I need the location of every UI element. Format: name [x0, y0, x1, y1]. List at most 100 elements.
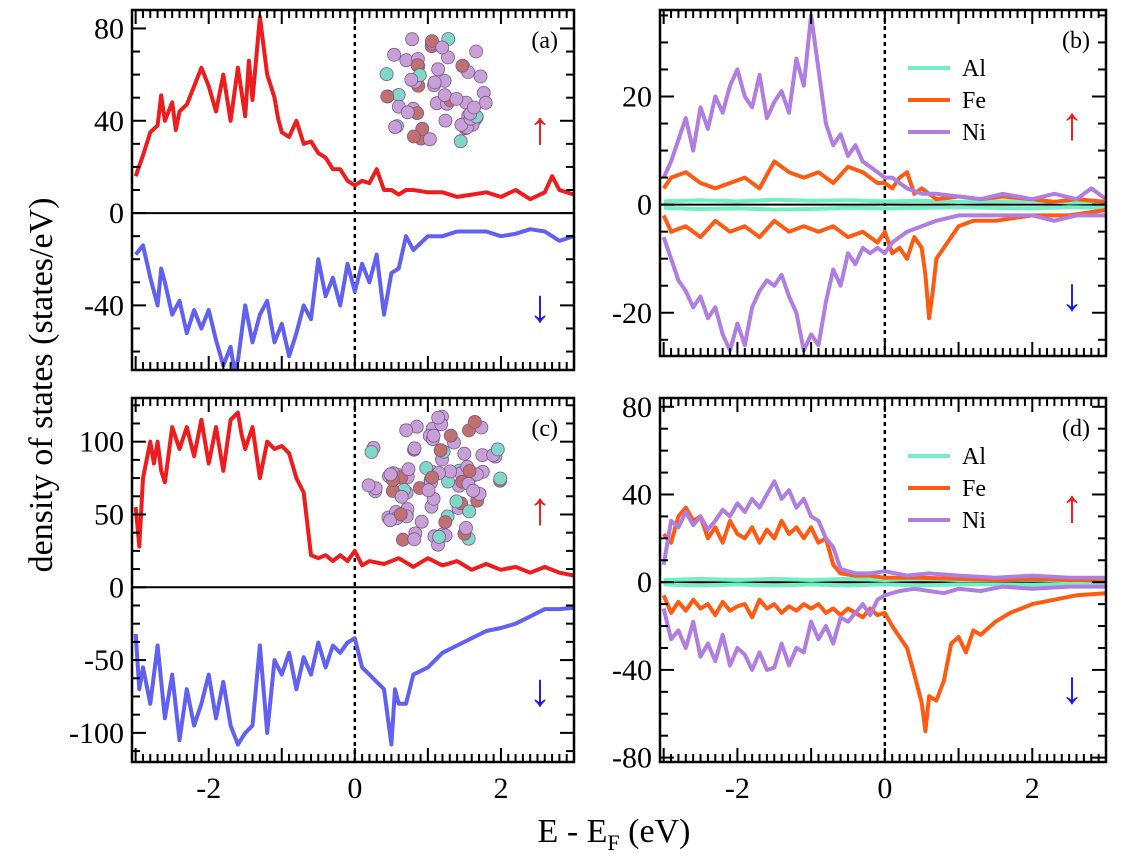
series-al-down: [663, 205, 1106, 212]
atom: [394, 489, 409, 504]
spin-down-arrow: ↓: [529, 664, 552, 715]
atom: [361, 478, 376, 493]
atom: [388, 120, 403, 134]
y-tick-label: 80: [94, 12, 124, 45]
atom: [383, 513, 398, 528]
atom: [400, 105, 415, 120]
atom: [438, 515, 453, 529]
y-ticks: [660, 405, 1106, 759]
panel-label: (c): [531, 416, 558, 442]
y-tick-label: 100: [79, 426, 124, 459]
atom: [457, 446, 472, 461]
panel-label: (b): [1062, 28, 1090, 54]
x-ticks: [134, 398, 575, 762]
atom: [493, 471, 508, 486]
atom: [433, 443, 448, 458]
y-tick-label: -50: [84, 644, 124, 677]
panel-c: -2 0 2 -100 -50 0 50 100 (c) ↑ ↓: [69, 396, 576, 805]
series-spin-up: [133, 14, 574, 202]
y-tick-label: -100: [69, 717, 124, 750]
atom: [393, 507, 408, 522]
y-tick-label: 50: [94, 498, 124, 531]
legend: Al Fe Ni: [908, 56, 986, 146]
panel-label: (d): [1062, 416, 1090, 442]
atom: [380, 89, 395, 104]
atom: [414, 514, 429, 529]
y-tick-label: 0: [109, 571, 124, 604]
atom: [406, 129, 421, 144]
atom: [391, 88, 406, 102]
legend-label-al: Al: [962, 56, 986, 82]
panel-d: -2 0 2 -80 -40 0 40 80 (d) ↑ ↓ Al Fe Ni: [612, 391, 1108, 805]
atom-cluster-inset: [379, 32, 493, 149]
y-ticks: [132, 404, 574, 753]
series-spin-up: [133, 410, 574, 578]
x-ticks: [662, 398, 1107, 762]
series-fe-down: [661, 208, 1106, 321]
y-tick-label: 80: [622, 391, 652, 424]
atom: [431, 410, 446, 425]
atom: [437, 88, 452, 102]
atom: [455, 58, 470, 73]
atom: [453, 134, 468, 149]
atom: [421, 483, 436, 498]
spin-up-arrow: ↑: [529, 103, 552, 154]
atom: [462, 464, 477, 478]
plot-area: [660, 10, 1106, 356]
atom: [425, 34, 439, 48]
atom: [399, 423, 414, 438]
series-ni-up: [661, 13, 1106, 202]
legend-label-al: Al: [962, 444, 986, 470]
atom: [449, 92, 464, 106]
x-ticks: [134, 10, 575, 370]
atom-cluster-inset: [361, 409, 508, 552]
series-al-down: [663, 581, 1106, 588]
panel-label: (a): [531, 28, 558, 54]
atom: [469, 44, 484, 59]
x-tick-label: 0: [347, 772, 362, 805]
x-tick-label: 0: [877, 772, 892, 805]
plot-area: [132, 398, 574, 762]
y-tick-label: 40: [94, 105, 124, 138]
atom: [467, 100, 481, 115]
atom: [427, 75, 442, 90]
x-tick-label: 2: [493, 772, 508, 805]
atom: [405, 32, 420, 47]
y-tick-label: -80: [612, 742, 652, 775]
atom: [443, 464, 458, 479]
series-fe-down: [661, 591, 1106, 734]
atom: [462, 504, 477, 519]
series-spin-down: [134, 227, 574, 370]
panel-a: -40 0 40 80 (a) ↑ ↓: [84, 8, 576, 372]
atom: [490, 442, 505, 457]
atom: [443, 428, 458, 443]
series-ni-down: [661, 213, 1106, 353]
series-fe-up: [662, 505, 1106, 582]
atom: [473, 69, 488, 84]
x-axis-label: E - EF (eV): [538, 813, 691, 855]
spin-down-arrow: ↓: [529, 280, 552, 331]
series-spin-down: [133, 605, 574, 747]
atom: [383, 467, 398, 482]
panel-b: -20 0 20 (b) ↑ ↓ Al Fe Ni: [612, 8, 1108, 358]
legend: Al Fe Ni: [908, 444, 986, 534]
y-tick-label: 0: [637, 189, 652, 222]
axes-frame: [658, 396, 1108, 764]
atom: [364, 445, 379, 459]
x-ticks: [662, 10, 1107, 356]
x-tick-label: -2: [725, 772, 750, 805]
atom: [426, 428, 441, 443]
atom: [401, 462, 416, 477]
y-axis-label: density of states (states/eV): [23, 198, 60, 573]
spin-up-arrow: ↑: [1061, 480, 1084, 531]
legend-label-fe: Fe: [962, 476, 986, 502]
legend-label-ni: Ni: [962, 120, 986, 146]
atom: [466, 483, 481, 498]
legend-label-ni: Ni: [962, 508, 986, 534]
y-ticks: [132, 27, 574, 353]
atom: [407, 532, 422, 547]
atom: [404, 72, 419, 87]
series-ni-down: [661, 584, 1106, 672]
y-tick-label: -40: [84, 289, 124, 322]
